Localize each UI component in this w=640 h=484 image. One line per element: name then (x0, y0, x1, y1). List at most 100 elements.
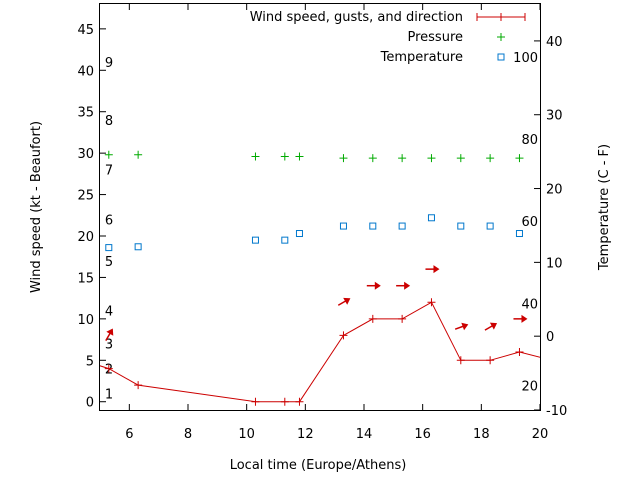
wind-direction-arrow (105, 328, 114, 341)
y-tick-label: 35 (77, 106, 94, 121)
legend-wind-markers (476, 13, 526, 21)
x-tick-label: 8 (184, 427, 192, 442)
temperature-point (515, 230, 523, 238)
x-tick-label: 6 (125, 427, 133, 442)
wind-speed-point (134, 381, 143, 390)
x-tick-label: 14 (356, 427, 373, 442)
legend-pressure-label: Pressure (407, 30, 463, 45)
legend: Wind speed, gusts, and direction Pressur… (250, 10, 526, 65)
fahrenheit-label: 80 (521, 133, 538, 148)
pressure-point (486, 154, 495, 163)
pressure-point (104, 150, 113, 159)
arrow-shaft (484, 324, 494, 331)
fahrenheit-label: 100 (513, 51, 538, 66)
x-tick-label: 10 (238, 427, 255, 442)
fahrenheit-label: 20 (521, 380, 538, 395)
x-tick-label: 20 (532, 427, 549, 442)
wind-speed-point (104, 364, 113, 373)
pressure-point (456, 154, 465, 163)
y-axis-title: Wind speed (kt - Beaufort) (29, 121, 44, 293)
arrow-head (106, 328, 114, 336)
pressure-point (280, 152, 289, 161)
arrow-head (489, 322, 498, 330)
beaufort-label: 3 (105, 338, 113, 353)
beaufort-label: 1 (105, 387, 113, 402)
beaufort-label: 4 (105, 305, 113, 320)
y-tick-label: 15 (77, 271, 94, 286)
wind-direction-arrow (513, 314, 528, 323)
beaufort-label: 8 (105, 114, 113, 129)
wind-speed-point (280, 397, 289, 406)
wind-speed-point (295, 397, 304, 406)
y2-tick-label: 40 (546, 35, 563, 50)
wind-speed-point (427, 298, 436, 307)
arrow-head (461, 322, 469, 331)
beaufort-label: 5 (105, 255, 113, 270)
temperature-point (105, 244, 113, 252)
legend-temperature-sample (497, 53, 505, 61)
pressure-point (368, 154, 377, 163)
beaufort-label: 7 (105, 164, 113, 179)
axis-ticks: 6 8 10 12 14 16 18 20051015202530354045-1001020… (77, 4, 567, 442)
y-tick-label: 40 (77, 64, 94, 79)
pressure-point (251, 152, 260, 161)
wind-speed-line (100, 301, 540, 403)
wind-speed-point (339, 331, 348, 340)
fahrenheit-label: 40 (521, 298, 538, 313)
x-axis-title: Local time (Europe/Athens) (230, 458, 407, 473)
fahrenheit-label: 60 (521, 215, 538, 230)
wind-speed-point (456, 356, 465, 365)
arrow-shaft (105, 332, 111, 341)
temperature-point (369, 222, 377, 230)
wind-direction-arrow (454, 322, 469, 331)
y-tick-label: 25 (77, 189, 94, 204)
pressure-point (134, 150, 143, 159)
wind-direction-arrow (425, 265, 440, 274)
wind-direction-arrow (366, 281, 381, 290)
arrow-head (374, 281, 381, 290)
arrow-head (433, 265, 440, 274)
arrow-head (343, 297, 351, 305)
wind-speed-point (368, 314, 377, 323)
wind-direction-arrow (396, 281, 411, 290)
wind-speed-point (486, 356, 495, 365)
y2-tick-label: -10 (546, 404, 567, 419)
wind-speed-point (251, 397, 260, 406)
y2-axis-title: Temperature (C - F) (597, 144, 612, 271)
y-tick-label: 20 (77, 230, 94, 245)
y-tick-label: 5 (86, 354, 94, 369)
plot-frame (99, 3, 541, 411)
pressure-point (398, 154, 407, 163)
beaufort-label: 6 (105, 213, 113, 228)
temperature-point (281, 236, 289, 244)
temperature-point (427, 214, 435, 222)
pressure-point (427, 154, 436, 163)
y-tick-label: 30 (77, 147, 94, 162)
x-tick-label: 12 (297, 427, 314, 442)
y-tick-label: 10 (77, 313, 94, 328)
y2-tick-label: 0 (546, 330, 554, 345)
beaufort-label: 9 (105, 56, 113, 71)
pressure-point (339, 154, 348, 163)
temperature-point (486, 222, 494, 230)
chart-marks (100, 150, 540, 406)
temperature-point (295, 230, 303, 238)
temperature-point (398, 222, 406, 230)
arrow-head (404, 281, 411, 290)
temperature-point (251, 236, 259, 244)
arrow-head (521, 314, 528, 323)
x-tick-label: 18 (473, 427, 490, 442)
wind-direction-arrow (337, 297, 351, 306)
y2-tick-label: 20 (546, 183, 563, 198)
y2-tick-label: 30 (546, 109, 563, 124)
wind-direction-arrow (484, 322, 498, 331)
temperature-point (457, 222, 465, 230)
y2-tick-label: 10 (546, 256, 563, 271)
x-tick-label: 16 (414, 427, 431, 442)
temperature-point (339, 222, 347, 230)
pressure-point (515, 154, 524, 163)
legend-pressure-sample (497, 33, 505, 41)
arrow-shaft (454, 325, 464, 330)
wind-speed-point (398, 314, 407, 323)
